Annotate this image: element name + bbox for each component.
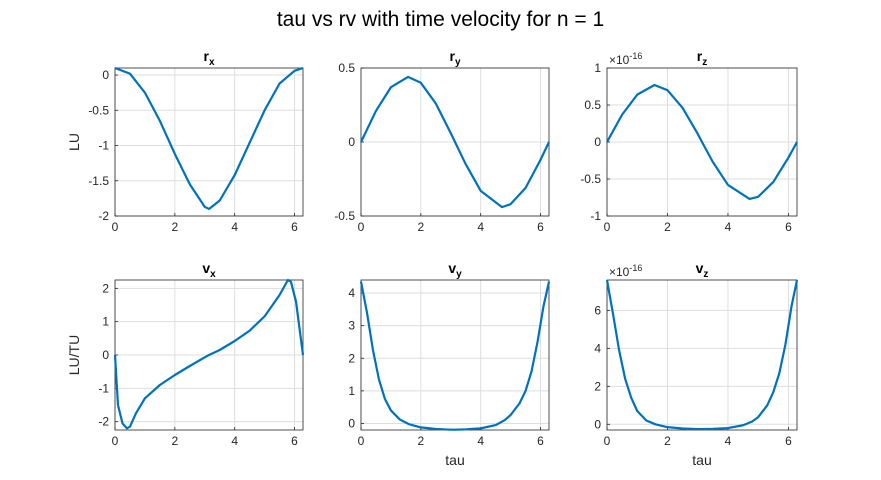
x-tick-label: 6 xyxy=(785,220,792,234)
exponent-label: ×10-16 xyxy=(609,51,642,67)
x-tick-label: 6 xyxy=(785,434,792,448)
exponent-label: ×10-16 xyxy=(609,263,642,279)
x-axis-label: tau xyxy=(692,452,711,468)
x-tick-label: 4 xyxy=(477,434,484,448)
y-tick-label: 2 xyxy=(102,281,109,295)
x-tick-label: 2 xyxy=(417,220,424,234)
subplot-ry: 0 2 4 6-0.500.5ry xyxy=(334,48,550,234)
figure-title: tau vs rv with time velocity for n = 1 xyxy=(276,8,605,31)
x-tick-label: 4 xyxy=(725,220,732,234)
y-tick-label: -1.5 xyxy=(88,174,109,188)
x-tick-label: 6 xyxy=(291,434,298,448)
y-tick-label: 0.5 xyxy=(584,98,601,112)
x-tick-label: 0 xyxy=(604,434,611,448)
y-tick-label: 0.5 xyxy=(338,61,355,75)
subplot-vy: 0 2 4 6 0 1 2 3 4 vy tau xyxy=(348,260,551,468)
y-tick-label: 1 xyxy=(348,384,355,398)
x-tick-label: 0 xyxy=(112,220,119,234)
y-tick-label: 4 xyxy=(348,286,355,300)
subplot-title: vy xyxy=(448,260,462,280)
y-tick-label: 3 xyxy=(348,319,355,333)
y-tick-label: 0 xyxy=(348,135,355,149)
x-tick-label: 0 xyxy=(358,220,365,234)
y-axis-label: LU/TU xyxy=(66,335,82,375)
subplot-vx: 0 2 4 6 -2 -1 0 1 2 vx LU/TU xyxy=(66,260,305,448)
x-tick-label: 2 xyxy=(171,220,178,234)
x-tick-label: 0 xyxy=(112,434,119,448)
y-axis-label: LU xyxy=(66,133,82,151)
x-tick-label: 4 xyxy=(231,220,238,234)
axes-box xyxy=(114,67,304,217)
y-tick-label: 4 xyxy=(594,341,601,355)
subplot-rz: 0 2 4 6 -1 -0.5 0 0.5 1 rz ×10-16 xyxy=(580,48,798,234)
y-tick-label: -0.5 xyxy=(580,172,601,186)
series-line xyxy=(605,279,799,431)
x-tick-label: 6 xyxy=(537,220,544,234)
x-tick-label: 6 xyxy=(537,434,544,448)
y-tick-label: -1 xyxy=(98,381,109,395)
series-line xyxy=(606,83,798,201)
y-tick-label: 6 xyxy=(594,303,601,317)
subplot-title: rz xyxy=(697,48,707,68)
y-tick-label: 2 xyxy=(594,379,601,393)
y-tick-label: 0 xyxy=(348,416,355,430)
y-tick-label: 0 xyxy=(594,135,601,149)
x-tick-label: 2 xyxy=(664,434,671,448)
plot-area xyxy=(115,68,303,216)
y-tick-label: 0 xyxy=(102,348,109,362)
x-tick-label: 4 xyxy=(725,434,732,448)
y-tick-label: -1 xyxy=(590,209,601,223)
y-tick-label: 2 xyxy=(348,351,355,365)
plot-area xyxy=(607,280,797,430)
series-line xyxy=(360,75,550,209)
series-line xyxy=(113,278,305,430)
subplot-title: ry xyxy=(449,48,460,68)
x-tick-label: 4 xyxy=(231,434,238,448)
subplot-vz: 0 2 4 6 0 2 4 6 vz ×10-16 tau xyxy=(594,260,799,468)
subplot-rx: 0 2 4 6 -2 -1.5 -1 -0.5 0 rx LU xyxy=(66,48,304,234)
y-tick-label: -1 xyxy=(98,139,109,153)
y-tick-label: -0.5 xyxy=(334,209,355,223)
x-axis-label: tau xyxy=(445,452,464,468)
x-tick-label: 2 xyxy=(417,434,424,448)
y-tick-label: 0 xyxy=(594,417,601,431)
x-tick-label: 2 xyxy=(664,220,671,234)
subplot-title: vx xyxy=(202,260,216,280)
x-tick-label: 2 xyxy=(171,434,178,448)
x-tick-label: 4 xyxy=(477,220,484,234)
x-tick-label: 0 xyxy=(604,220,611,234)
y-tick-label: 0 xyxy=(102,68,109,82)
y-tick-label: -2 xyxy=(98,415,109,429)
series-line xyxy=(359,281,551,431)
y-tick-label: -0.5 xyxy=(88,103,109,117)
subplot-title: rx xyxy=(203,48,214,68)
series-line xyxy=(114,66,304,211)
y-tick-label: 1 xyxy=(102,315,109,329)
x-tick-label: 6 xyxy=(291,220,298,234)
x-tick-label: 0 xyxy=(358,434,365,448)
subplot-title: vz xyxy=(696,260,709,280)
y-tick-label: -2 xyxy=(98,209,109,223)
y-tick-label: 1 xyxy=(594,61,601,75)
